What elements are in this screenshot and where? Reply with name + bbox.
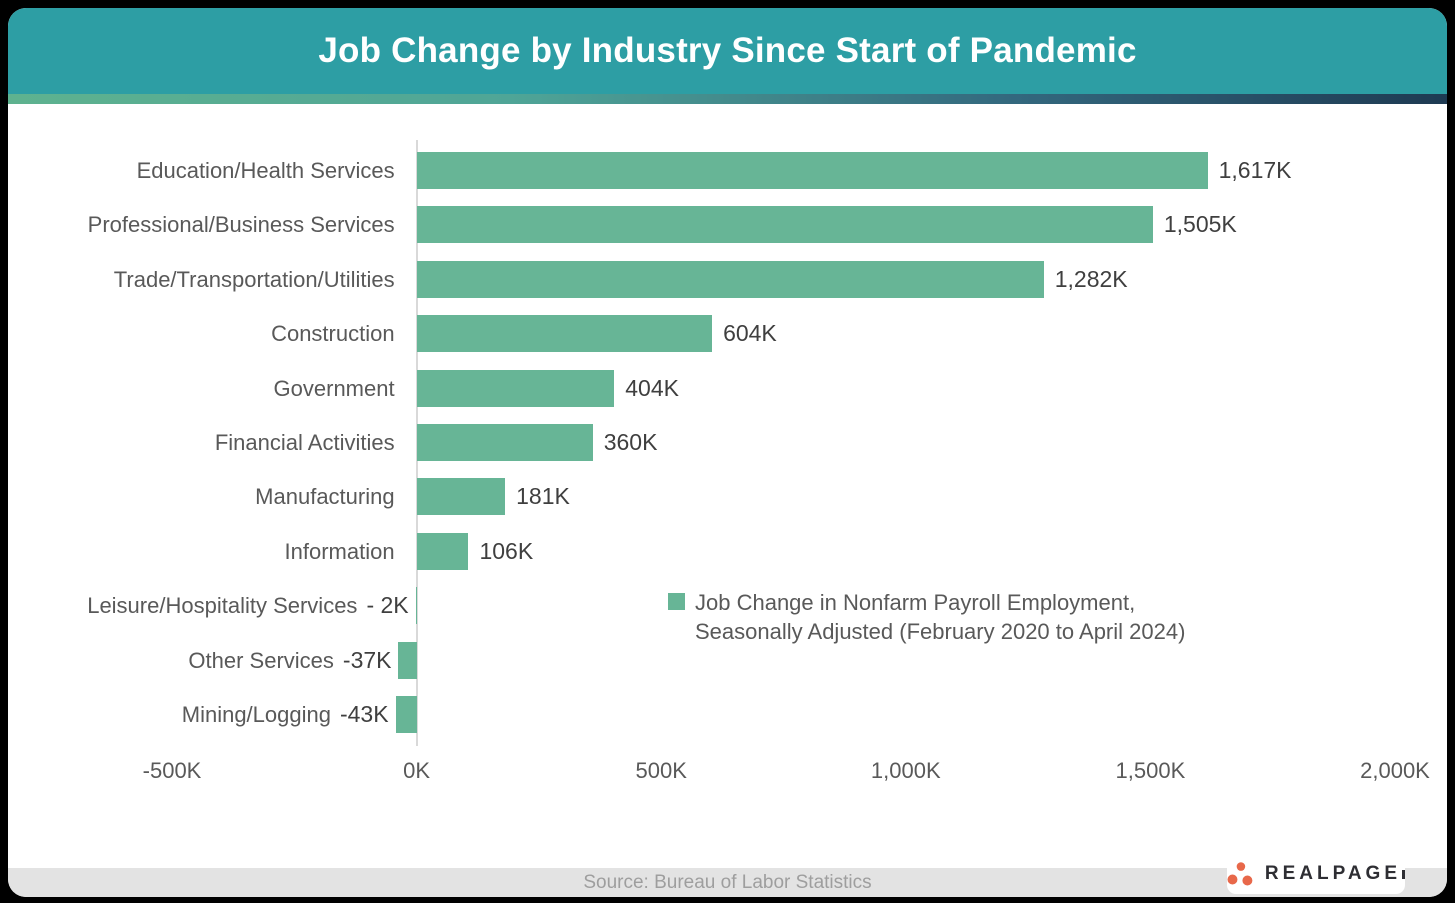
value-label: 181K	[516, 483, 570, 510]
category-and-value: Mining/Logging -43K	[182, 696, 389, 733]
value-label: -43K	[339, 701, 389, 727]
source-bar: Source: Bureau of Labor Statistics	[8, 868, 1447, 897]
bar-10	[398, 641, 417, 679]
value-label: 1,282K	[1054, 265, 1128, 292]
title-bar: Job Change by Industry Since Start of Pa…	[8, 8, 1447, 94]
bar-4	[416, 315, 713, 353]
bar-7	[416, 478, 506, 516]
category-label: Leisure/Hospitality Services	[87, 593, 358, 619]
x-axis-tick: 0K	[403, 758, 431, 783]
legend-label: Job Change in Nonfarm Payroll Employment…	[695, 588, 1185, 646]
value-label: -37K	[342, 646, 392, 673]
x-axis-tick: 1,000K	[870, 758, 941, 783]
category-and-value: Other Services -37K	[188, 642, 391, 679]
accent-stripe	[8, 94, 1447, 104]
legend: Job Change in Nonfarm Payroll Employment…	[668, 588, 1185, 646]
category-label: Mining/Logging	[181, 702, 331, 727]
trademark-tick	[1402, 870, 1405, 879]
category-label: Manufacturing	[255, 484, 395, 510]
value-label: 404K	[625, 374, 679, 401]
bar-11	[395, 696, 417, 733]
category-label: Government	[273, 375, 395, 401]
category-label: Financial Activities	[214, 430, 395, 455]
bar-6	[416, 424, 593, 461]
source-text: Source: Bureau of Labor Statistics	[583, 871, 872, 893]
bar-3	[416, 260, 1044, 298]
legend-line-2: Seasonally Adjusted (February 2020 to Ap…	[695, 619, 1186, 644]
plot-area: Education/Health Services 1,617K Professio…	[8, 104, 1447, 868]
category-label: Other Services	[188, 647, 334, 673]
chart-card: Job Change by Industry Since Start of Pa…	[8, 8, 1447, 897]
bar-9	[415, 587, 417, 625]
realpage-dots-icon	[1227, 862, 1253, 886]
x-axis-tick: 1,500K	[1115, 758, 1186, 783]
category-label: Education/Health Services	[136, 158, 395, 183]
legend-marker-swatch	[668, 593, 685, 610]
legend-line-1: Job Change in Nonfarm Payroll Employment…	[695, 590, 1136, 615]
realpage-logo: REALPAGE	[1227, 854, 1405, 894]
category-label: Information	[284, 538, 395, 564]
value-label: 1,617K	[1218, 157, 1292, 183]
bar-1	[416, 152, 1208, 189]
bar-8	[416, 532, 469, 570]
x-axis-tick: 500K	[635, 758, 687, 783]
value-label: 360K	[603, 429, 658, 455]
value-label: 604K	[723, 320, 777, 347]
category-label: Construction	[271, 321, 395, 347]
value-label: - 2K	[366, 592, 409, 619]
chart-title: Job Change by Industry Since Start of Pa…	[318, 31, 1137, 70]
category-label: Trade/Transportation/Utilities	[113, 266, 395, 292]
category-and-value: Leisure/Hospitality Services - 2K	[87, 587, 408, 624]
bar-2	[416, 206, 1153, 244]
category-label: Professional/Business Services	[87, 212, 395, 238]
value-label: 1,505K	[1163, 211, 1237, 238]
x-axis-tick: -500K	[142, 758, 202, 783]
bar-5	[416, 369, 615, 407]
value-label: 106K	[479, 537, 534, 564]
realpage-logo-text: REALPAGE	[1264, 863, 1402, 884]
x-axis-tick: 2,000K	[1360, 758, 1430, 783]
